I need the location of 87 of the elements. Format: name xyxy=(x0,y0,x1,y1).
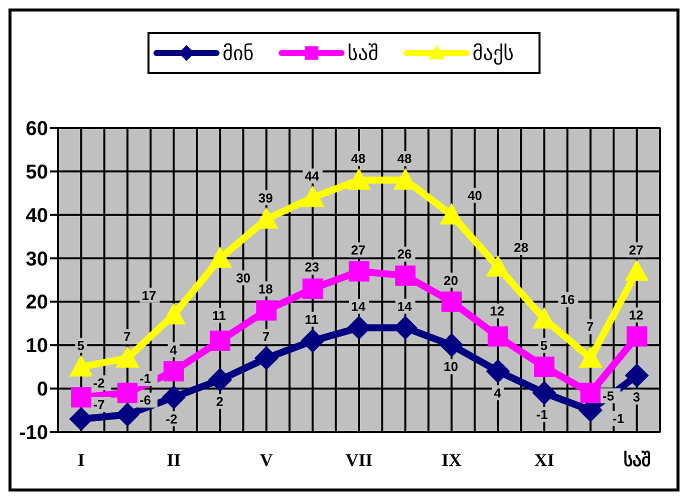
y-tick-label: 30 xyxy=(26,248,48,270)
point xyxy=(254,346,278,370)
data-label: 12 xyxy=(628,308,644,323)
x-tick-label: XI xyxy=(534,450,554,470)
data-label: 26 xyxy=(397,246,412,262)
data-label: 7 xyxy=(262,329,270,344)
data-label: 23 xyxy=(304,260,320,275)
x-tick-label: IX xyxy=(442,450,462,470)
y-tick-label: 20 xyxy=(26,292,48,314)
data-label: 27 xyxy=(628,242,644,258)
x-tick-label: II xyxy=(166,450,181,470)
point xyxy=(300,185,325,208)
point xyxy=(440,202,464,224)
data-label: -2 xyxy=(166,411,178,426)
point xyxy=(69,354,94,376)
data-label: 5 xyxy=(540,338,548,353)
point xyxy=(580,382,601,404)
x-tick-label: V xyxy=(260,450,273,470)
data-label: -1 xyxy=(536,406,548,422)
point xyxy=(486,254,510,277)
data-label: -7 xyxy=(93,397,105,412)
point xyxy=(578,346,603,368)
point xyxy=(624,259,649,281)
data-label: 3 xyxy=(632,390,640,405)
point xyxy=(440,333,464,358)
data-label: 4 xyxy=(494,385,502,400)
data-label: -2 xyxy=(93,375,105,390)
data-label: 28 xyxy=(514,240,528,256)
data-label: 17 xyxy=(142,288,156,303)
y-tick-label: 0 xyxy=(36,378,48,401)
x-tick-label: VII xyxy=(345,450,373,470)
x-tick-label: I xyxy=(78,450,85,470)
data-label: -5 xyxy=(602,388,614,404)
data-label: 4 xyxy=(170,342,178,358)
point xyxy=(208,246,232,268)
data-label: 14 xyxy=(397,298,413,314)
point xyxy=(117,382,138,404)
point xyxy=(347,168,371,190)
data-label: 2 xyxy=(216,394,224,409)
point xyxy=(300,328,325,353)
point xyxy=(210,330,230,351)
legend-label: საშ xyxy=(348,41,378,65)
legend-label: მინ xyxy=(222,41,254,65)
point xyxy=(164,361,184,382)
point xyxy=(70,387,92,408)
data-label: 12 xyxy=(490,304,504,319)
data-label: 11 xyxy=(304,312,318,327)
y-tick-label: -10 xyxy=(19,422,48,444)
point xyxy=(624,364,649,388)
point xyxy=(488,326,508,347)
data-label: 14 xyxy=(351,298,366,314)
data-label: 7 xyxy=(123,329,131,344)
data-label: 16 xyxy=(560,292,575,308)
y-tick-label: 50 xyxy=(26,161,48,184)
data-label: 44 xyxy=(304,168,320,184)
data-label: 30 xyxy=(236,270,251,286)
legend-label: მაქს xyxy=(472,41,514,65)
y-tick-label: 10 xyxy=(26,335,48,358)
point xyxy=(486,359,510,384)
data-label: 39 xyxy=(258,190,273,206)
point xyxy=(256,300,277,321)
data-label: 10 xyxy=(444,359,458,374)
y-tick-label: 40 xyxy=(26,204,48,227)
data-label: 11 xyxy=(212,308,226,323)
data-label: 7 xyxy=(586,319,594,334)
data-label: 48 xyxy=(351,151,366,166)
data-label: -1 xyxy=(139,370,152,386)
data-label: 27 xyxy=(351,242,366,258)
y-tick-label: 60 xyxy=(26,118,48,140)
data-label: 40 xyxy=(468,188,482,203)
point xyxy=(302,278,323,299)
point xyxy=(162,385,186,410)
x-tick-label: საშ xyxy=(623,450,650,470)
point xyxy=(395,265,416,286)
point xyxy=(441,292,462,312)
point xyxy=(532,380,556,405)
data-label: 5 xyxy=(77,338,84,353)
data-label: 20 xyxy=(444,272,458,288)
data-label: -6 xyxy=(139,392,152,408)
data-label: -1 xyxy=(612,410,624,426)
point xyxy=(208,368,232,392)
data-label: 18 xyxy=(258,281,273,296)
point xyxy=(115,346,140,368)
point xyxy=(348,261,370,282)
data-label: 48 xyxy=(397,151,412,166)
point xyxy=(534,356,554,378)
point xyxy=(626,326,648,347)
